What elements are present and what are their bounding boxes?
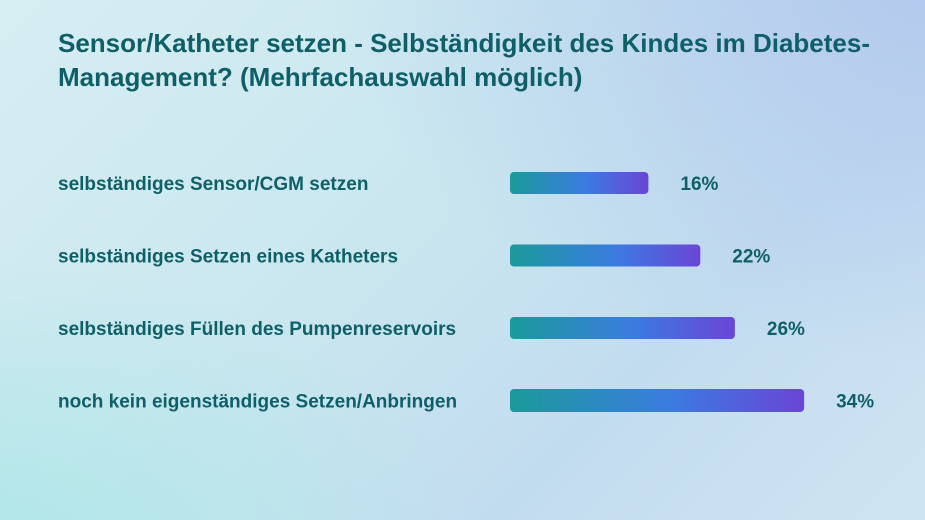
chart-title: Sensor/Katheter setzen - Selbständigkeit… [58, 26, 878, 94]
bar [510, 172, 649, 194]
category-label: selbständiges Sensor/CGM setzen [58, 174, 368, 195]
category-label: noch kein eigenständiges Setzen/Anbringe… [58, 392, 457, 413]
value-label: 26% [767, 319, 805, 340]
value-label: 34% [836, 392, 874, 413]
value-label: 22% [732, 247, 770, 268]
category-label: selbständiges Setzen eines Katheters [58, 247, 398, 268]
bar [510, 389, 805, 412]
value-label: 16% [680, 174, 718, 195]
category-label: selbständiges Füllen des Pumpenreservoir… [58, 319, 456, 340]
chart-title-line-1: Sensor/Katheter setzen - Selbständigkeit… [58, 28, 871, 58]
bar [510, 244, 701, 267]
bars-group: selbständiges Sensor/CGM setzen 16% selbst… [58, 172, 874, 413]
chart-title-line-2: Management? (Mehrfachauswahl möglich) [58, 62, 583, 92]
bar [510, 317, 735, 339]
